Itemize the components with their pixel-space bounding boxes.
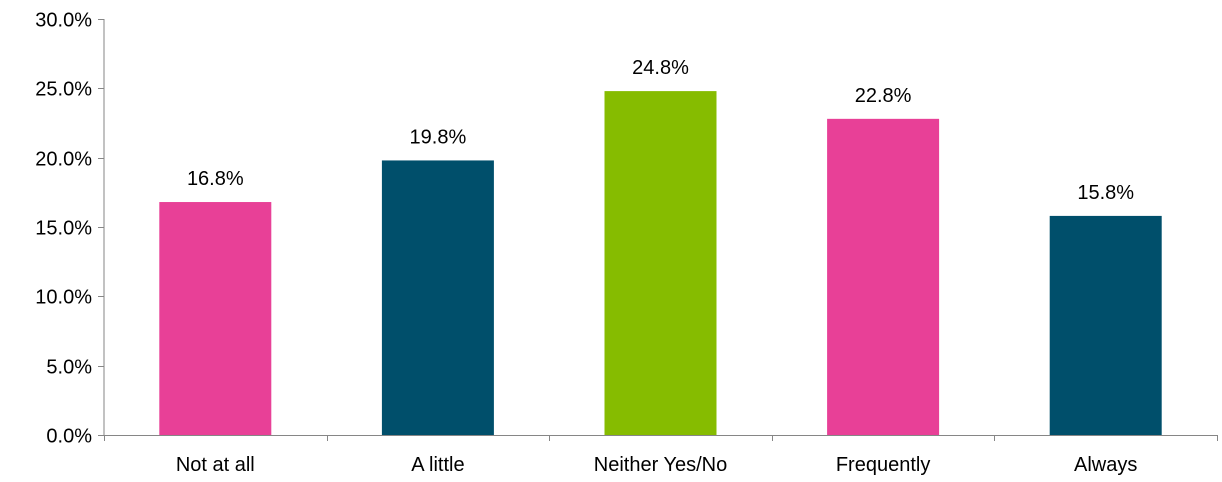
- data-labels: 16.8% 19.8% 24.8% 22.8% 15.8%: [187, 57, 1134, 204]
- y-tick-label: 30.0%: [35, 10, 92, 32]
- x-tick-label: Always: [1074, 454, 1137, 476]
- x-tick-label: Neither Yes/No: [594, 454, 727, 476]
- y-tick-label: 10.0%: [35, 287, 92, 309]
- x-tick-label: A little: [411, 454, 464, 476]
- bar: [604, 91, 717, 436]
- data-label: 16.8%: [187, 168, 244, 190]
- x-axis: Not at all A little Neither Yes/No Frequent…: [98, 435, 1218, 476]
- data-label: 19.8%: [410, 126, 467, 148]
- bars: [159, 91, 1162, 436]
- x-tick-label: Frequently: [836, 454, 931, 476]
- data-label: 24.8%: [632, 57, 689, 79]
- bar: [1049, 215, 1162, 435]
- data-label: 22.8%: [855, 85, 912, 107]
- bar: [381, 160, 494, 435]
- y-axis: 0.0% 5.0% 10.0% 15.0% 20.0% 25.0% 30.0%: [35, 10, 105, 448]
- y-tick-label: 15.0%: [35, 218, 92, 240]
- y-tick-label: 25.0%: [35, 79, 92, 101]
- y-tick-label: 5.0%: [46, 357, 92, 379]
- bar: [159, 202, 272, 435]
- y-tick-label: 20.0%: [35, 149, 92, 171]
- x-tick-label: Not at all: [176, 454, 255, 476]
- bar: [827, 118, 940, 435]
- y-tick-label: 0.0%: [46, 426, 92, 448]
- data-label: 15.8%: [1077, 182, 1134, 204]
